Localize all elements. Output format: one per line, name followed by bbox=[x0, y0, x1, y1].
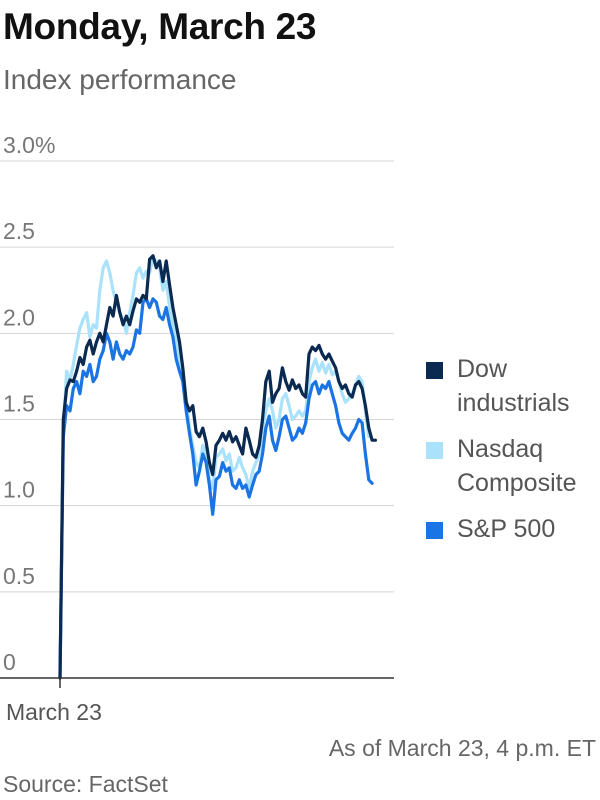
legend-swatch bbox=[426, 362, 443, 379]
y-tick-label: 2.0 bbox=[3, 304, 35, 330]
legend-label-line: Nasdaq bbox=[457, 435, 544, 463]
chart-title: Monday, March 23 bbox=[3, 6, 317, 47]
legend-label-line: Dow bbox=[457, 355, 508, 383]
legend-label-line: industrials bbox=[457, 389, 570, 417]
legend-item: Dow industrials bbox=[426, 352, 600, 420]
y-tick-label: 1.5 bbox=[3, 391, 35, 417]
legend: Dow industrials Nasdaq Composite S&P 500 bbox=[426, 352, 600, 558]
legend-label: S&P 500 bbox=[457, 512, 555, 546]
legend-label: Nasdaq Composite bbox=[457, 432, 577, 500]
x-tick-label: March 23 bbox=[6, 699, 102, 725]
series-lines bbox=[58, 254, 377, 680]
legend-label: Dow industrials bbox=[457, 352, 570, 420]
y-tick-label: 0 bbox=[3, 649, 16, 675]
legend-item: S&P 500 bbox=[426, 512, 600, 546]
y-tick-label: 1.0 bbox=[3, 477, 35, 503]
legend-label-line: Composite bbox=[457, 469, 577, 497]
series-line-s-p-500 bbox=[58, 297, 374, 680]
chart-subtitle: Index performance bbox=[3, 64, 237, 95]
legend-swatch bbox=[426, 522, 443, 539]
y-tick-label: 0.5 bbox=[3, 563, 35, 589]
timestamp-note: As of March 23, 4 p.m. ET bbox=[328, 735, 596, 761]
source-credit: Source: FactSet bbox=[3, 771, 168, 797]
series-line-dow-industrials bbox=[58, 254, 377, 680]
legend-swatch bbox=[426, 442, 443, 459]
legend-item: Nasdaq Composite bbox=[426, 432, 600, 500]
legend-label-line: S&P 500 bbox=[457, 515, 556, 543]
gridlines: 0 0.5 1.0 1.5 2.0 2.5 3.0% bbox=[0, 132, 394, 675]
y-tick-label: 2.5 bbox=[3, 218, 35, 244]
x-axis: March 23 bbox=[0, 677, 394, 725]
y-tick-label: 3.0% bbox=[3, 132, 55, 158]
